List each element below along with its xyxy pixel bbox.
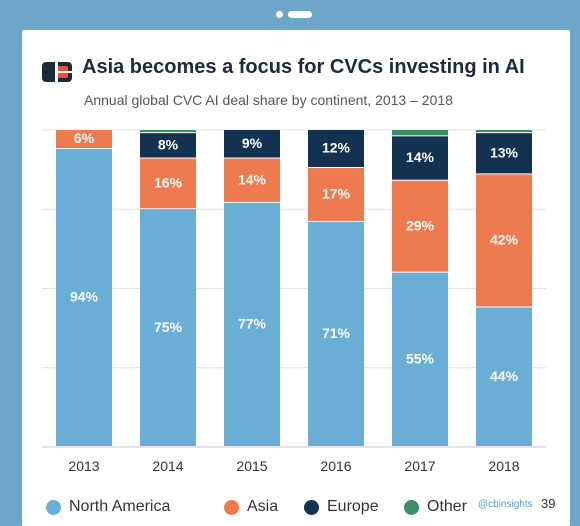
x-tick-label-2013: 2013 — [68, 458, 99, 474]
source-handle: @cbinsights — [478, 499, 533, 510]
labels-layer: 94% 6% 75% 16% 8% 77% 14% 9% 71% 17% 12% 55% 29% 14% 4… — [70, 130, 519, 384]
bar-segment-asia-2018 — [476, 174, 532, 307]
data-label-asia-2014: 16% — [154, 175, 183, 191]
x-tick-label-2014: 2014 — [152, 458, 183, 474]
data-label-north-america-2016: 71% — [322, 325, 351, 341]
bar-segment-north-america-2013 — [56, 149, 112, 446]
x-axis-ticks: 2013 2014 2015 2016 2017 2018 — [68, 458, 519, 474]
legend-swatch-icon — [46, 499, 61, 515]
bar-segment-north-america-2017 — [392, 272, 448, 446]
data-label-asia-2016: 17% — [322, 186, 351, 202]
bar-segment-other-2018 — [476, 130, 532, 133]
legend-label: Other — [427, 498, 468, 515]
data-label-europe-2015: 9% — [242, 135, 263, 151]
data-label-north-america-2015: 77% — [238, 316, 267, 332]
legend-item-other: Other — [404, 494, 467, 520]
bar-segment-europe-2014 — [140, 133, 196, 158]
bar-segment-europe-2018 — [476, 133, 532, 174]
chart-title: Asia becomes a focus for CVCs investing … — [82, 56, 525, 78]
x-tick-label-2015: 2015 — [236, 458, 267, 474]
bar-segment-other-2017 — [392, 130, 448, 136]
data-label-asia-2018: 42% — [490, 232, 519, 248]
camera-dot — [276, 11, 283, 18]
legend-label: North America — [69, 498, 171, 515]
bars-layer — [56, 130, 532, 446]
data-label-europe-2016: 12% — [322, 140, 351, 156]
legend-item-north-america: North America — [46, 494, 170, 520]
cb-insights-logo-icon — [42, 62, 72, 82]
bar-segment-asia-2015 — [224, 158, 280, 202]
legend-swatch-icon — [404, 499, 419, 515]
data-label-europe-2018: 13% — [490, 144, 519, 160]
legend-item-europe: Europe — [304, 494, 379, 520]
data-label-north-america-2013: 94% — [70, 289, 99, 305]
bar-segment-north-america-2015 — [224, 202, 280, 446]
bar-segment-north-america-2018 — [476, 307, 532, 446]
bar-segment-asia-2014 — [140, 158, 196, 209]
data-label-asia-2013: 6% — [74, 130, 95, 146]
chart-subtitle: Annual global CVC AI deal share by conti… — [84, 92, 453, 108]
bar-segment-europe-2016 — [308, 130, 364, 168]
x-tick-label-2018: 2018 — [488, 458, 519, 474]
data-label-north-america-2014: 75% — [154, 319, 183, 335]
camera-pill — [288, 11, 312, 18]
data-label-north-america-2018: 44% — [490, 368, 519, 384]
data-label-europe-2017: 14% — [406, 149, 435, 165]
bar-segment-asia-2016 — [308, 168, 364, 221]
bar-segment-europe-2017 — [392, 136, 448, 180]
data-label-north-america-2017: 55% — [406, 351, 435, 367]
x-tick-label-2016: 2016 — [320, 458, 351, 474]
legend-label: Asia — [247, 498, 279, 515]
data-label-europe-2014: 8% — [158, 137, 179, 153]
bar-segment-north-america-2016 — [308, 221, 364, 446]
bar-segment-north-america-2014 — [140, 209, 196, 446]
bar-segment-asia-2017 — [392, 180, 448, 272]
legend-item-asia: Asia — [224, 494, 278, 520]
page-number: 39 — [541, 496, 556, 511]
bar-segment-asia-2013 — [56, 130, 112, 149]
bar-segment-europe-2015 — [224, 130, 280, 158]
legend: North America Asia Europe Other — [46, 494, 566, 520]
tablet-bezel — [0, 0, 580, 30]
data-label-asia-2017: 29% — [406, 217, 435, 233]
legend-label: Europe — [327, 498, 379, 515]
bar-segment-other-2014 — [140, 130, 196, 133]
data-label-asia-2015: 14% — [238, 171, 267, 187]
legend-swatch-icon — [304, 499, 319, 515]
x-tick-label-2017: 2017 — [404, 458, 435, 474]
grid-layer — [42, 129, 546, 448]
legend-swatch-icon — [224, 499, 239, 515]
slide: Asia becomes a focus for CVCs investing … — [22, 30, 570, 526]
stacked-bar-chart: 94% 6% 75% 16% 8% 77% 14% 9% 71% 17% 12% 55% 29% 14% 4… — [42, 129, 546, 474]
